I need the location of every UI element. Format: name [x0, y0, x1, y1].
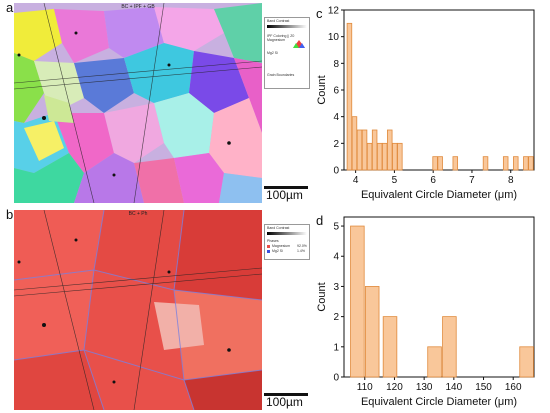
chart-d-ytick-label-1: 1: [333, 342, 339, 353]
legend-a-gb: Grain Boundaries: [267, 73, 295, 77]
chart-c-bar-4: [366, 142, 373, 171]
chart-c-bar-15: [502, 156, 509, 171]
chart-c-ytick-label-2: 4: [333, 112, 339, 123]
chart-c-bar-5: [371, 129, 378, 171]
ipf-triangle-icon: [293, 40, 305, 48]
chart-c-ytick-label-5: 10: [328, 32, 340, 43]
chart-d-ylabel: Count: [316, 282, 328, 311]
ebsd-ipf-map: BC + IPF + GB: [14, 3, 262, 203]
panel-letter-b: b: [6, 207, 14, 222]
chart-d-ytick-label-2: 2: [333, 312, 339, 323]
chart-c-bar-10: [397, 142, 403, 171]
chart-c-xtick-label-4: 8: [508, 175, 514, 186]
chart-c-bar-0: [346, 22, 353, 171]
chart-c-bar-17: [523, 156, 529, 171]
ipf-grain-map: [14, 3, 262, 203]
chart-d-bar-4: [442, 316, 457, 378]
chart-d-xtick-label-3: 140: [446, 382, 463, 393]
legend-a-gradient: [267, 25, 307, 28]
histogram-d: 110 120 130 140 150 160 0 1 2 3 4 5 Equivalent Circl…: [316, 216, 535, 408]
chart-c-ytick-label-4: 8: [333, 59, 339, 70]
panel-a-frame: BC + IPF + GB Band Contrast IPF Coloring…: [14, 3, 310, 203]
chart-c-xtick-label-3: 7: [469, 175, 475, 186]
chart-d-ytick-label-5: 5: [333, 222, 339, 233]
scalebar-line-a: [264, 186, 308, 189]
legend-a-phase2: Mg2 Si: [267, 51, 278, 55]
chart-c-bar-2: [356, 129, 363, 171]
panel-letter-d: d: [316, 213, 324, 228]
phase-map: [14, 210, 262, 410]
chart-c-ytick-label-6: 12: [328, 6, 340, 17]
legend-b-phase1: Magnesium: [272, 244, 291, 248]
mg2si-swatch-icon: [267, 250, 270, 253]
legend-b: Band Contrast Phases Magnesium 92.0% Mg2…: [264, 224, 310, 260]
chart-c-bar-8: [387, 129, 393, 171]
chart-d-axes: 110 120 130 140 150 160 0 1 2 3 4 5 Equivalent Circl…: [316, 216, 535, 408]
chart-d-xtick-label-1: 120: [386, 382, 403, 393]
micro-title-b: BC + Ph: [128, 211, 148, 217]
histogram-c: 4 5 6 7 8 0 2 4 6 8 10 12 Equivalent Circle Diameter…: [316, 6, 535, 201]
chart-c-xtick-label-1: 5: [392, 175, 398, 186]
chart-c-xtick-label-2: 6: [430, 175, 436, 186]
chart-c-axes: 4 5 6 7 8 0 2 4 6 8 10 12 Equivalent Circle Diameter…: [316, 6, 535, 201]
chart-d-bar-3: [427, 346, 442, 378]
chart-c-ytick-label-1: 2: [333, 139, 339, 150]
legend-b-phase2-pct: 1.4%: [297, 249, 305, 253]
panel-letter-c: c: [316, 6, 323, 21]
chart-d-bar-2: [382, 316, 398, 378]
chart-c-ytick-label-0: 0: [333, 166, 339, 177]
chart-c-ylabel: Count: [316, 75, 328, 104]
chart-d-xtick-label-4: 150: [475, 382, 492, 393]
chart-c-ytick-label-3: 6: [333, 86, 339, 97]
chart-c-bar-1: [351, 116, 358, 171]
scalebar-a: 100µm: [266, 188, 303, 202]
chart-d-bar-0: [350, 225, 365, 378]
chart-d-ytick-label-4: 4: [333, 252, 339, 263]
magnesium-swatch-icon: [267, 245, 270, 248]
chart-c-bar-14: [482, 156, 489, 171]
chart-c-bar-13: [452, 156, 459, 171]
chart-c-bar-3: [361, 129, 368, 171]
chart-c-bar-12: [437, 156, 443, 171]
micro-title-a: BC + IPF + GB: [121, 4, 155, 10]
legend-b-phase2: Mg2 Si: [272, 249, 283, 253]
chart-c-xtick-label-0: 4: [353, 175, 359, 186]
chart-d-ytick-label-0: 0: [333, 373, 339, 384]
chart-c-bar-18: [528, 156, 534, 171]
panel-b-frame: BC + Ph Band Contrast Phases Magnesium 9…: [14, 210, 310, 410]
legend-b-band-contrast: Band Contrast: [267, 226, 290, 230]
chart-d-xtick-label-2: 130: [416, 382, 433, 393]
legend-a-band-contrast: Band Contrast: [267, 19, 290, 23]
chart-c-bar-6: [376, 142, 383, 171]
legend-a-phase1: Magnesium: [267, 38, 286, 42]
chart-c-xlabel: Equivalent Circle Diameter (μm): [361, 189, 517, 201]
ebsd-phase-map: BC + Ph: [14, 210, 262, 410]
panel-letter-a: a: [6, 0, 14, 15]
chart-d-xtick-label-5: 160: [505, 382, 522, 393]
legend-a: Band Contrast IPF Coloring || Z0 Magnesi…: [264, 17, 310, 89]
chart-c-bar-16: [513, 156, 519, 171]
chart-d-xtick-label-0: 110: [357, 382, 373, 393]
scalebar-line-b: [264, 393, 308, 396]
chart-c-bar-11: [432, 156, 438, 171]
legend-b-gradient: [267, 232, 307, 235]
legend-a-ipf: IPF Coloring || Z0: [267, 34, 295, 38]
chart-d-bar-1: [364, 286, 380, 378]
legend-b-phases: Phases: [267, 239, 279, 243]
chart-d-ytick-label-3: 3: [333, 282, 339, 293]
chart-d-bar-5: [519, 346, 534, 378]
scalebar-b: 100µm: [266, 395, 303, 409]
legend-b-phase1-pct: 92.0%: [297, 244, 307, 248]
chart-c-bar-7: [381, 142, 388, 171]
chart-d-xlabel: Equivalent Circle Diameter (μm): [361, 396, 517, 408]
chart-c-bar-9: [392, 142, 398, 171]
